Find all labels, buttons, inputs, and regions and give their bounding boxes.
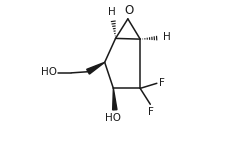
Text: H: H: [163, 32, 171, 42]
Text: H: H: [108, 7, 116, 17]
Text: HO: HO: [41, 67, 57, 77]
Text: F: F: [159, 78, 165, 88]
Text: HO: HO: [105, 113, 121, 123]
Polygon shape: [87, 62, 105, 74]
Text: O: O: [124, 4, 134, 17]
Polygon shape: [113, 88, 117, 110]
Text: F: F: [148, 107, 154, 117]
